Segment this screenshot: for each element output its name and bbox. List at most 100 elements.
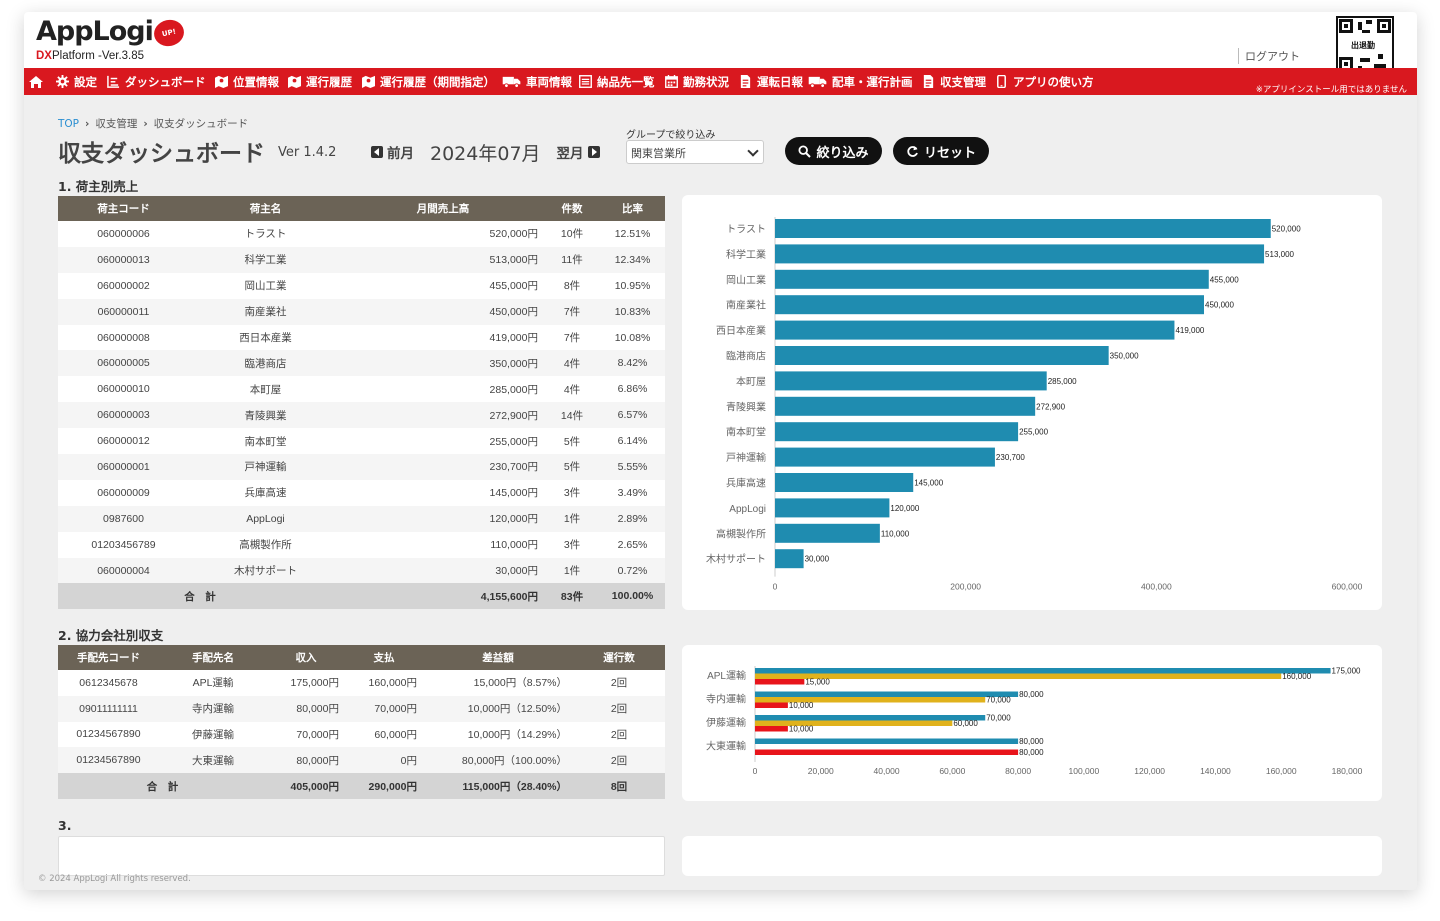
column-header[interactable]: 収入	[267, 645, 345, 670]
table-cell: 臨港商店	[189, 350, 342, 377]
y-tick-label: 高槻製作所	[716, 527, 766, 540]
table-cell: 0円	[345, 747, 423, 774]
table-cell: 285,000円	[489, 383, 538, 396]
nav-location[interactable]: 位置情報	[214, 68, 279, 95]
data-label: 10,000	[789, 725, 814, 734]
table-cell: 1件	[544, 557, 600, 584]
nav-delivery-list[interactable]: 納品先一覧	[578, 68, 655, 95]
nav-home[interactable]	[28, 68, 44, 95]
y-tick-label: 西日本産業	[716, 324, 766, 337]
table-total-row: 合 計 405,000円 290,000円 115,000円（28.40%） 8回	[58, 773, 665, 800]
x-tick-label: 400,000	[1141, 582, 1172, 592]
column-header[interactable]: 荷主コード	[58, 196, 189, 221]
breadcrumb-income[interactable]: 収支管理	[95, 118, 138, 130]
column-header[interactable]: 運行数	[573, 645, 665, 670]
top-header: AppLogi UP! DXPlatform -Ver.3.85 ログアウト 出…	[24, 12, 1417, 74]
nav-dispatch-plan[interactable]: 配車・運行計画	[808, 68, 913, 95]
filter-button[interactable]: 絞り込み	[785, 137, 882, 165]
section1-title: 1. 荷主別売上	[58, 179, 139, 194]
column-header[interactable]: 月間売上高	[342, 196, 544, 221]
qr-label: 出退勤	[1350, 40, 1376, 51]
data-label: 60,000	[953, 719, 978, 728]
column-header[interactable]: 差益額	[423, 645, 573, 670]
table-cell: 7件	[544, 298, 600, 325]
nav-route-history[interactable]: 運行履歴	[287, 68, 352, 95]
gear-icon	[56, 75, 69, 88]
data-label: 10,000	[789, 701, 814, 710]
column-header[interactable]: 支払	[345, 645, 423, 670]
table-cell: 060000002	[97, 279, 150, 292]
nav-vehicles[interactable]: 車両情報	[502, 68, 572, 95]
document-icon	[740, 75, 751, 88]
applogi-logo[interactable]: AppLogi UP! DXPlatform -Ver.3.85	[36, 16, 187, 66]
y-tick-label: 本町屋	[736, 375, 766, 388]
reset-button[interactable]: リセット	[893, 137, 989, 165]
table-cell: 160,000円	[368, 677, 417, 690]
table-cell: 175,000円	[290, 677, 339, 690]
table-cell: 060000006	[97, 227, 150, 240]
logout-link[interactable]: ログアウト	[1238, 48, 1300, 64]
nav-label: 運転日報	[757, 74, 803, 89]
table-cell: 西日本産業	[239, 332, 292, 344]
table-cell: 272,900円	[342, 402, 544, 429]
table-cell: 2.65%	[617, 538, 648, 551]
prev-month-button[interactable]: 前月	[371, 142, 414, 162]
section3-table-panel	[58, 836, 665, 876]
page-version: Ver 1.4.2	[278, 145, 337, 160]
column-header[interactable]: 手配先名	[159, 645, 267, 670]
table-cell: 01234567890	[76, 728, 141, 741]
x-tick-label: 0	[753, 766, 758, 776]
qr-code: 出退勤	[1336, 16, 1394, 74]
data-label: 70,000	[986, 696, 1011, 705]
dashboard-icon	[107, 75, 120, 88]
table-cell: 15,000円（8.57%）	[473, 677, 567, 690]
nav-app-guide[interactable]: アプリの使い方	[994, 68, 1094, 95]
section2-title: 2. 協力会社別収支	[58, 628, 164, 643]
column-header[interactable]: 件数	[544, 196, 600, 221]
nav-settings[interactable]: 設定	[55, 68, 97, 95]
table-row: 060000010 本町屋 285,000円 4件 6.86%	[58, 376, 665, 402]
total-cell: 8回	[573, 773, 665, 800]
table-cell: 11件	[544, 246, 600, 273]
bar	[775, 346, 1109, 365]
table-row: 060000006 トラスト 520,000円 10件 12.51%	[58, 221, 665, 247]
table-cell: 80,000円	[267, 695, 345, 722]
table-cell: 060000011	[58, 298, 189, 325]
y-tick-label: 戸神運輸	[726, 451, 766, 464]
nav-label: 納品先一覧	[597, 74, 655, 89]
section3-chart-panel	[682, 836, 1382, 876]
table-cell: 10,000円（14.29%）	[467, 728, 567, 741]
breadcrumb-top[interactable]: TOP	[58, 118, 80, 130]
shipper-sales-body: 060000006 トラスト 520,000円 10件 12.51% 060000013 科…	[58, 221, 665, 610]
nav-driving-report[interactable]: 運転日報	[738, 68, 803, 95]
table-total-row: 合 計 4,155,600円 83件 100.00%	[58, 583, 665, 610]
group-filter-select[interactable]: 関東営業所	[626, 140, 764, 164]
partner-income-body: 0612345678 APL運輸 175,000円 160,000円 15,000円（8…	[58, 670, 665, 800]
nav-dashboard[interactable]: ダッシュボード	[106, 68, 206, 95]
column-header[interactable]: 比率	[600, 196, 665, 221]
table-cell: 戸神運輸	[189, 454, 342, 480]
bar	[755, 673, 1282, 679]
nav-income-management[interactable]: 収支管理	[921, 68, 986, 95]
column-header[interactable]: 手配先コード	[58, 645, 159, 670]
install-note: ※アプリインストール用ではありません	[1255, 85, 1407, 95]
table-cell: 本町屋	[249, 383, 282, 396]
truck-icon	[808, 76, 827, 88]
table-cell: 10,000円（12.50%）	[423, 695, 573, 722]
nav-label: 位置情報	[233, 74, 279, 89]
table-row: 09011111111 寺内運輸 80,000円 70,000円 10,000円（12.…	[58, 695, 665, 722]
nav-attendance[interactable]: 勤務状況	[664, 68, 729, 95]
column-header[interactable]: 荷主名	[189, 196, 342, 221]
bar	[755, 702, 788, 708]
nav-route-history-period[interactable]: 運行履歴（期間指定）	[361, 68, 495, 95]
total-cell: 405,000円	[267, 773, 345, 800]
footer-copyright: © 2024 AppLogi All rights reserved.	[38, 874, 191, 884]
table-cell: 8.42%	[600, 350, 665, 377]
table-cell: 60,000円	[374, 728, 417, 741]
next-month-button[interactable]: 翌月	[557, 142, 600, 162]
nav-label: 運行履歴（期間指定）	[380, 74, 495, 89]
table-cell: 2回	[573, 747, 665, 774]
logo-badge: UP!	[151, 17, 187, 49]
qr-dot	[1378, 54, 1383, 59]
data-label: 350,000	[1110, 352, 1139, 361]
